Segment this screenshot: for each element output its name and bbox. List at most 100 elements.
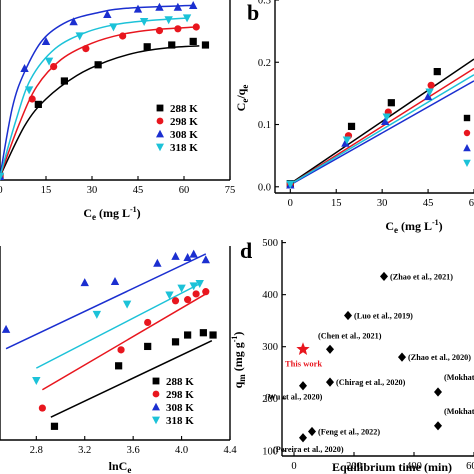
panel-d-literature-point	[299, 381, 307, 391]
c-point-0	[199, 329, 207, 337]
a-fit-1	[0, 26, 197, 177]
panel-d-point-label: (Zhao et al., 2020)	[408, 353, 471, 362]
panel-c-legend-marker-3	[152, 416, 160, 425]
panel-b: b 0 15 30 45 60 0.0 0.1 0.2 0.3 Ce/qe Ce (mg L-1…	[234, 0, 474, 235]
panel-c-ticks: 2.8 3.2 3.6 4.0 4.4	[30, 436, 237, 456]
b-point-0	[347, 122, 356, 130]
panel-b-x-tick-label: 30	[377, 198, 388, 209]
panel-d-ticks: 0 200 400 600 100 200 300 400 500	[262, 238, 474, 472]
panel-a-points	[0, 1, 210, 181]
panel-d-literature-point	[326, 344, 334, 354]
panel-c-legend-marker-2	[152, 402, 160, 411]
panel-d: d 0 200 400 600 100 200 300 400 500 (Zhao et al.…	[230, 238, 474, 474]
panel-d-letter: d	[240, 238, 252, 263]
panel-d-y-axis-title: qm (mg g-1)	[230, 332, 247, 389]
a-point-3	[164, 16, 173, 25]
c-point-3	[32, 377, 41, 386]
b-fit-3	[289, 74, 474, 185]
panel-b-y-tick-label: 0.2	[258, 58, 271, 69]
panel-c-legend-label: 308 K	[166, 402, 194, 414]
panel-d-x-tick-label: 0	[291, 461, 296, 472]
c-point-3	[92, 310, 102, 319]
panel-a-legend-label: 308 K	[170, 129, 198, 141]
panel-b-y-tick-label: 0.0	[258, 182, 271, 193]
panel-d-point-label: (Chen et al., 2021)	[318, 331, 382, 340]
c-point-0	[50, 422, 59, 430]
panel-a-legend-marker-1	[156, 117, 164, 125]
c-point-1	[171, 297, 180, 305]
b-point-3	[342, 136, 352, 145]
a-point-2	[69, 17, 78, 26]
a-point-2	[133, 4, 143, 13]
panel-c-x-tick-label: 2.8	[30, 445, 43, 456]
panel-d-literature-point	[344, 310, 352, 321]
a-point-2	[41, 37, 51, 45]
panel-d-this-work-star	[296, 342, 310, 355]
a-point-2	[20, 64, 29, 72]
c-point-2	[80, 278, 89, 287]
panel-d-x-tick-label: 200	[346, 461, 362, 472]
a-point-1	[82, 45, 90, 53]
b-point-3	[382, 113, 391, 122]
c-fit-3	[35, 281, 203, 369]
c-point-2	[189, 249, 198, 258]
a-point-3	[182, 14, 192, 23]
panel-a-legend-label: 288 K	[170, 103, 198, 115]
a-point-0	[60, 77, 68, 85]
c-point-3	[165, 291, 174, 300]
c-point-0	[115, 362, 123, 370]
c-point-0	[144, 342, 152, 351]
panel-d-point-label: (Mokhati e...)	[444, 407, 474, 416]
panel-d-point-label: (Mokhati et al., ...)	[444, 373, 474, 382]
panel-a-legend-marker-2	[156, 129, 164, 138]
panel-b-legend-clipped	[463, 114, 471, 167]
c-point-3	[177, 284, 186, 293]
c-fit-1	[41, 293, 207, 391]
panel-c-legend-label: 288 K	[166, 376, 194, 388]
panel-c-points	[1, 249, 217, 430]
a-fit-2	[0, 4, 194, 177]
panel-b-y-tick-label: 0.1	[258, 120, 271, 131]
b-point-2	[381, 117, 390, 126]
panel-c-fit-lines	[5, 253, 213, 418]
panel-c-x-axis-title: lnCe	[109, 459, 132, 474]
a-point-3	[0, 172, 5, 181]
panel-b-x-tick-label: 45	[423, 198, 434, 209]
a-fit-3	[0, 17, 188, 177]
panel-d-point-label: (Luo et al., 2019)	[354, 311, 413, 320]
b-point-2	[341, 138, 350, 147]
c-point-2	[110, 276, 120, 285]
c-point-1	[144, 318, 152, 327]
a-point-1	[174, 25, 182, 33]
panel-d-y-tick-label: 200	[262, 394, 278, 405]
panel-d-point-label: (Pereira et al., 2020)	[273, 445, 344, 454]
b-fit-2	[289, 80, 474, 186]
a-fit-0	[0, 45, 200, 177]
panel-c-x-tick-label: 3.6	[127, 445, 140, 456]
c-point-2	[201, 255, 210, 264]
c-point-0	[171, 338, 180, 346]
a-point-1	[155, 27, 164, 35]
a-point-1	[192, 23, 200, 31]
panel-b-x-axis-title: Ce (mg L-1)	[385, 218, 442, 235]
panel-c-x-tick-label: 3.2	[78, 445, 91, 456]
panel-d-literature-point	[434, 387, 442, 397]
panel-d-point-label: (Zhao et al., 2021)	[390, 272, 453, 281]
panel-a-x-tick-label: 45	[133, 185, 144, 196]
panel-c-x-tick-label: 4.0	[175, 445, 188, 456]
c-point-0	[184, 331, 192, 339]
c-point-1	[117, 346, 125, 354]
panel-b-legend-marker-3	[463, 159, 471, 167]
b-point-3	[425, 88, 434, 97]
panel-d-literature-point	[299, 433, 307, 443]
panel-d-literature-point	[326, 377, 334, 387]
panel-d-y-tick-label: 500	[262, 238, 278, 249]
panel-b-x-tick-label: 0	[288, 198, 293, 209]
panel-a-x-tick-label: 0	[0, 185, 3, 196]
c-fit-2	[5, 253, 207, 350]
panel-c-legend-label: 298 K	[166, 389, 194, 401]
panel-b-legend-marker-1	[463, 129, 471, 137]
